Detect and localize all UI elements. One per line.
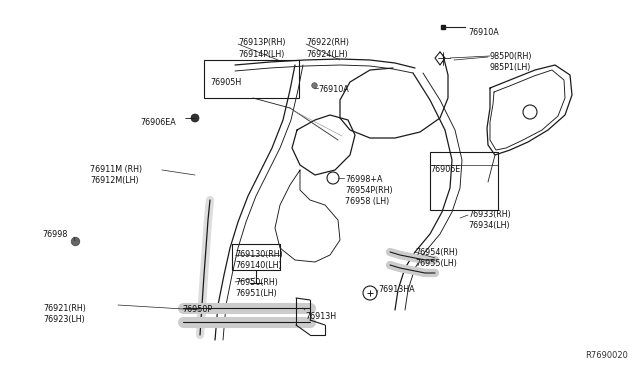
Text: 76934(LH): 76934(LH) — [468, 221, 509, 230]
Text: 76954(RH): 76954(RH) — [415, 248, 458, 257]
Text: 76998: 76998 — [42, 230, 67, 239]
Text: 76951(LH): 76951(LH) — [235, 289, 276, 298]
Text: 76933(RH): 76933(RH) — [468, 210, 511, 219]
Text: 76950(RH): 76950(RH) — [235, 278, 278, 287]
Bar — [204, 60, 299, 98]
Text: 76912M(LH): 76912M(LH) — [90, 176, 139, 185]
Text: 76958 (LH): 76958 (LH) — [345, 197, 389, 206]
Text: 76911M (RH): 76911M (RH) — [90, 165, 142, 174]
Text: 76910A: 76910A — [468, 28, 499, 37]
Text: 76955(LH): 76955(LH) — [415, 259, 457, 268]
Text: 985P1(LH): 985P1(LH) — [490, 63, 531, 72]
Text: 76924(LH): 76924(LH) — [306, 50, 348, 59]
Text: 985P0(RH): 985P0(RH) — [490, 52, 532, 61]
Text: 76913H: 76913H — [305, 312, 336, 321]
Text: 76923(LH): 76923(LH) — [43, 315, 84, 324]
Text: 76906E: 76906E — [430, 165, 460, 174]
Text: 76922(RH): 76922(RH) — [306, 38, 349, 47]
Text: 769130(RH): 769130(RH) — [235, 250, 283, 259]
Circle shape — [191, 114, 199, 122]
Text: 76910A: 76910A — [318, 85, 349, 94]
Text: 76906EA: 76906EA — [140, 118, 176, 127]
Text: 76913P(RH): 76913P(RH) — [238, 38, 285, 47]
Text: 76914P(LH): 76914P(LH) — [238, 50, 284, 59]
Bar — [430, 152, 498, 210]
Text: 769140(LH): 769140(LH) — [235, 261, 282, 270]
Text: 76913HA: 76913HA — [378, 285, 415, 294]
Text: R7690020: R7690020 — [585, 351, 628, 360]
Text: 76921(RH): 76921(RH) — [43, 304, 86, 313]
Text: 76954P(RH): 76954P(RH) — [345, 186, 392, 195]
Text: 76905H: 76905H — [210, 78, 241, 87]
Text: 76950P: 76950P — [182, 305, 212, 314]
Text: 76998+A: 76998+A — [345, 175, 383, 184]
